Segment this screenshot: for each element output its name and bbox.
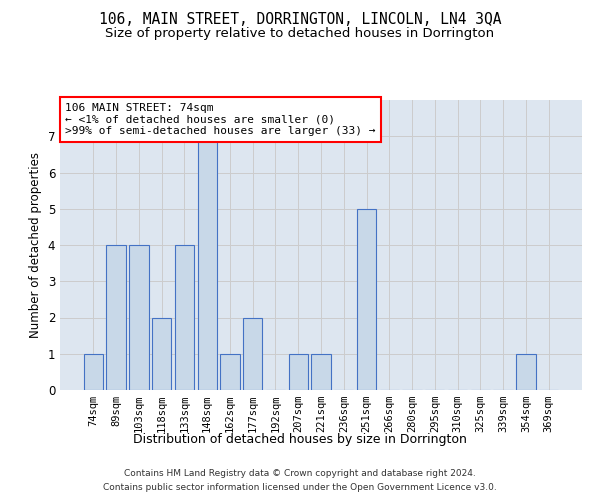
Text: Contains public sector information licensed under the Open Government Licence v3: Contains public sector information licen… [103, 484, 497, 492]
Bar [175, 245, 194, 390]
Bar [129, 245, 149, 390]
Text: Size of property relative to detached houses in Dorrington: Size of property relative to detached ho… [106, 28, 494, 40]
Bar [106, 245, 126, 390]
Text: 106, MAIN STREET, DORRINGTON, LINCOLN, LN4 3QA: 106, MAIN STREET, DORRINGTON, LINCOLN, L… [99, 12, 501, 28]
Bar [220, 354, 239, 390]
Bar [243, 318, 262, 390]
Bar [152, 318, 172, 390]
Bar [289, 354, 308, 390]
Bar [357, 209, 376, 390]
Text: Contains HM Land Registry data © Crown copyright and database right 2024.: Contains HM Land Registry data © Crown c… [124, 468, 476, 477]
Bar [311, 354, 331, 390]
Y-axis label: Number of detached properties: Number of detached properties [29, 152, 42, 338]
Text: 106 MAIN STREET: 74sqm
← <1% of detached houses are smaller (0)
>99% of semi-det: 106 MAIN STREET: 74sqm ← <1% of detached… [65, 103, 376, 136]
Bar [516, 354, 536, 390]
Text: Distribution of detached houses by size in Dorrington: Distribution of detached houses by size … [133, 432, 467, 446]
Bar [197, 136, 217, 390]
Bar [84, 354, 103, 390]
